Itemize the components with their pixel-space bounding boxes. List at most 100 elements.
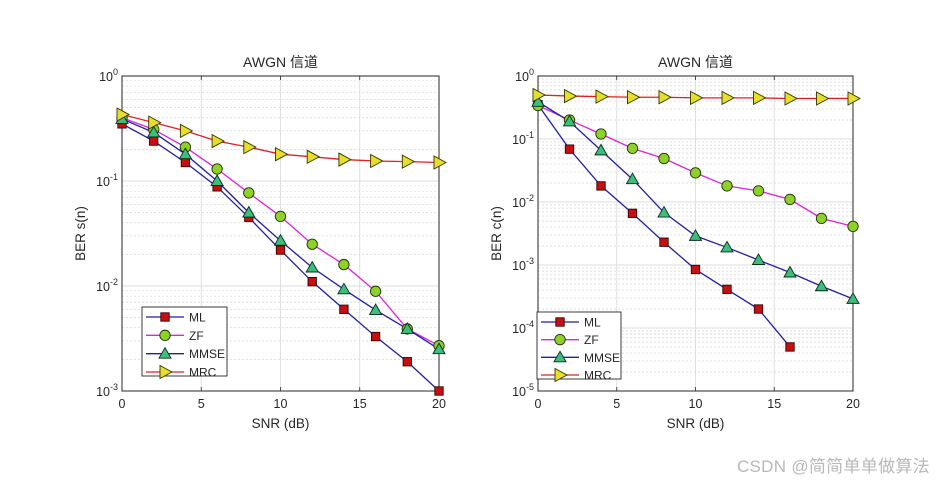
data-point-mrc xyxy=(753,90,767,106)
x-axis-label: SNR (dB) xyxy=(252,416,310,431)
legend-label: MMSE xyxy=(584,351,620,365)
data-point-mrc xyxy=(532,87,546,103)
plot-left: 0 5 10 15 20 100 10-1 10-2 10-3 AWGN 信道 SNR (dB) BE… xyxy=(73,54,447,431)
data-point-mrc xyxy=(275,146,289,162)
data-point-ml xyxy=(564,144,575,154)
data-point-zf xyxy=(626,142,639,155)
y-axis-label: BER s(n) xyxy=(73,206,88,261)
y-tick-label: 100 xyxy=(515,67,534,84)
data-point-mmse xyxy=(368,303,383,316)
data-point-mmse xyxy=(751,253,766,265)
data-point-mmse xyxy=(814,279,829,292)
x-tick-label: 10 xyxy=(689,397,703,411)
data-point-mrc xyxy=(116,107,130,122)
data-point-mmse xyxy=(625,172,640,185)
data-point-mrc xyxy=(401,154,416,169)
x-tick-label: 10 xyxy=(274,397,288,411)
data-point-mrc xyxy=(433,155,447,170)
legend-label: MRC xyxy=(189,366,217,380)
legend-box xyxy=(536,311,622,380)
data-point-ml xyxy=(402,357,412,367)
data-point-zf xyxy=(847,220,859,233)
data-point-ml xyxy=(370,331,381,342)
data-point-zf xyxy=(721,180,733,192)
y-tick-label: 10-5 xyxy=(512,382,534,399)
data-point-zf xyxy=(784,193,796,206)
watermark: CSDN @简简单单做算法 xyxy=(736,457,930,476)
data-point-ml xyxy=(659,237,669,247)
data-point-mrc xyxy=(179,123,194,139)
data-point-ml xyxy=(627,208,638,219)
legend-marker-triangle-right xyxy=(554,367,568,383)
data-point-mmse xyxy=(432,342,446,355)
data-point-zf xyxy=(815,212,828,225)
legend-marker-triangle-up xyxy=(553,350,567,363)
data-point-zf xyxy=(211,163,223,175)
x-tick-label: 5 xyxy=(613,397,620,411)
legend-label: ZF xyxy=(584,333,599,347)
legend-item-mrc: MRC xyxy=(541,367,612,383)
y-tick-label: 10-1 xyxy=(512,130,534,147)
data-point-mmse xyxy=(562,114,577,127)
legend-marker-circle xyxy=(554,334,566,346)
data-point-ml xyxy=(690,264,701,275)
legend-item-mmse: MMSE xyxy=(541,350,620,365)
legend-item-ml: ML xyxy=(146,311,206,325)
data-point-mrc xyxy=(847,91,861,106)
y-tick-label: 10-3 xyxy=(96,382,118,399)
x-tick-label: 15 xyxy=(353,397,367,411)
data-point-mrc xyxy=(627,89,641,105)
y-axis-label: BER c(n) xyxy=(489,206,504,261)
data-point-mrc xyxy=(370,153,384,169)
data-point-zf xyxy=(752,185,765,197)
legend-label: ML xyxy=(584,316,601,330)
legend-label: MMSE xyxy=(189,347,225,361)
data-point-zf xyxy=(274,210,287,223)
legend-marker-square xyxy=(555,317,565,327)
data-point-mrc xyxy=(595,89,609,104)
legend-item-zf: ZF xyxy=(146,329,204,343)
legend-item-ml: ML xyxy=(541,316,601,330)
data-point-zf xyxy=(338,258,350,271)
data-point-ml xyxy=(434,386,444,396)
x-tick-label: 20 xyxy=(846,397,860,411)
data-point-ml xyxy=(339,304,349,314)
y-tick-label: 10-3 xyxy=(512,256,534,273)
data-point-zf xyxy=(306,238,318,250)
data-point-ml xyxy=(149,136,159,146)
y-tick-label: 10-1 xyxy=(96,172,118,189)
legend-item-mrc: MRC xyxy=(146,364,217,380)
data-point-ml xyxy=(596,181,606,191)
data-point-mmse xyxy=(783,265,797,278)
legend-label: MRC xyxy=(584,369,612,383)
data-point-mrc xyxy=(564,88,578,104)
data-point-mmse xyxy=(337,282,351,295)
data-point-ml xyxy=(785,342,795,352)
data-point-mmse xyxy=(657,205,671,218)
data-point-mrc xyxy=(721,90,735,106)
data-point-mmse xyxy=(688,228,703,241)
data-point-ml xyxy=(722,284,732,295)
legend-label: ZF xyxy=(189,329,204,343)
legend-label: ML xyxy=(189,311,206,325)
data-point-mmse xyxy=(846,291,860,304)
data-point-mrc xyxy=(306,149,321,165)
x-tick-label: 5 xyxy=(198,397,205,411)
data-point-zf xyxy=(658,152,670,165)
data-point-ml xyxy=(180,157,191,168)
data-point-mmse xyxy=(531,94,545,107)
data-point-mmse xyxy=(273,233,288,246)
data-point-mmse xyxy=(594,143,608,156)
plot-right: 0 5 10 15 20 100 10-1 10-2 10-3 10-4 10-5 AWGN 信道 SN… xyxy=(489,54,861,431)
data-point-zf xyxy=(689,167,702,179)
data-point-mmse xyxy=(400,322,415,334)
legend-marker-square xyxy=(160,312,170,322)
data-point-ml xyxy=(753,304,764,314)
data-point-mrc xyxy=(211,133,226,149)
data-point-mrc xyxy=(338,152,352,167)
data-point-zf xyxy=(595,128,607,140)
legend-marker-triangle-right xyxy=(159,364,173,380)
x-tick-label: 15 xyxy=(767,397,781,411)
data-point-mrc xyxy=(148,115,162,130)
